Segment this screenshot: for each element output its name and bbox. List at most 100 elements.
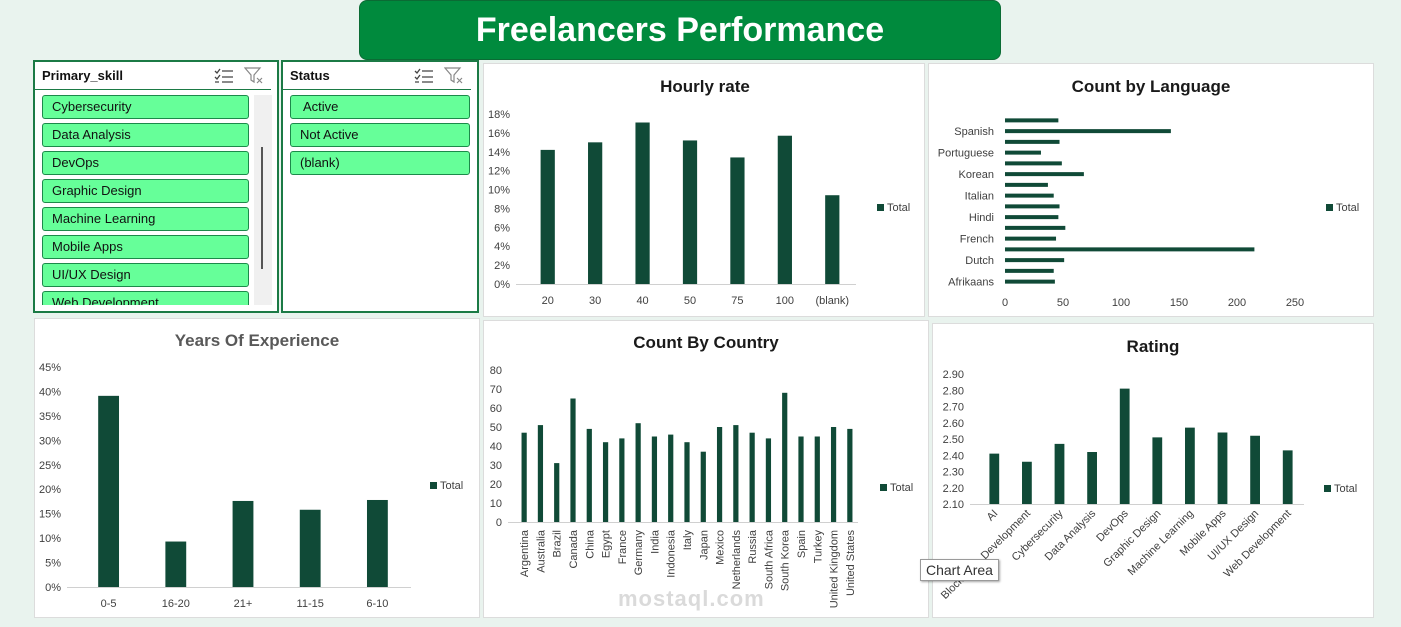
- bar[interactable]: [588, 142, 603, 284]
- y-tick-label: 20%: [39, 484, 61, 496]
- x-tick-label: Russia: [747, 529, 759, 564]
- bar[interactable]: [798, 436, 804, 523]
- bar[interactable]: [165, 541, 187, 587]
- bar[interactable]: [602, 442, 609, 522]
- bar[interactable]: [651, 436, 658, 523]
- y-tick-label: 40%: [39, 386, 61, 398]
- bar[interactable]: [540, 149, 555, 284]
- bar[interactable]: [830, 427, 837, 522]
- rating-chart[interactable]: Rating 2.10 2.20 2.30 2.40 2.50 2.60 2.70 2.80 2.…: [932, 323, 1374, 618]
- slicer-item-ui-ux-design[interactable]: UI/UX Design: [42, 263, 249, 287]
- bar[interactable]: [1005, 225, 1066, 230]
- bar[interactable]: [554, 463, 560, 522]
- bar[interactable]: [635, 122, 650, 285]
- country-chart[interactable]: Count By Country 0 10 20 30 40 50 60 70 80 Argenti…: [483, 320, 929, 618]
- bar[interactable]: [1005, 236, 1057, 241]
- bar[interactable]: [1005, 161, 1062, 166]
- x-tick-label: 21+: [234, 598, 253, 610]
- bar[interactable]: [98, 395, 120, 587]
- bar[interactable]: [1005, 150, 1041, 155]
- bar[interactable]: [1119, 388, 1130, 504]
- slicer-scrollbar[interactable]: [254, 95, 272, 305]
- slicer-item-graphic-design[interactable]: Graphic Design: [42, 179, 249, 203]
- bar[interactable]: [1005, 193, 1054, 198]
- slicer-item-blank[interactable]: (blank): [290, 151, 470, 175]
- bar[interactable]: [749, 432, 755, 522]
- bar[interactable]: [782, 392, 788, 522]
- y-tick-label: Dutch: [965, 255, 994, 267]
- bar[interactable]: [1005, 129, 1171, 134]
- bar[interactable]: [1005, 204, 1060, 209]
- bar[interactable]: [1152, 437, 1163, 504]
- bar[interactable]: [716, 427, 723, 522]
- slicer-item-data-analysis[interactable]: Data Analysis: [42, 123, 249, 147]
- bar[interactable]: [1217, 432, 1228, 505]
- bar[interactable]: [1054, 443, 1065, 504]
- x-tick-label: 16-20: [162, 598, 190, 610]
- legend-label: Total: [887, 202, 910, 214]
- bar[interactable]: [1005, 279, 1055, 284]
- bar[interactable]: [668, 434, 674, 522]
- bar[interactable]: [232, 500, 254, 587]
- bar[interactable]: [537, 425, 544, 522]
- bar[interactable]: [1005, 139, 1060, 144]
- status-slicer: Status Active Not Active (blank): [281, 60, 479, 313]
- bar[interactable]: [570, 398, 576, 523]
- bar[interactable]: [521, 432, 527, 522]
- multi-select-icon[interactable]: [414, 68, 434, 84]
- clear-filter-icon[interactable]: [444, 66, 464, 85]
- bar[interactable]: [619, 438, 625, 522]
- bar[interactable]: [1005, 258, 1065, 263]
- bar[interactable]: [1087, 452, 1097, 504]
- y-tick-label: 4%: [494, 241, 510, 253]
- bar[interactable]: [733, 425, 739, 522]
- hourly-rate-chart[interactable]: Hourly rate 0% 2% 4% 6% 8% 10% 12% 14% 16% 18% 20 30…: [483, 63, 925, 317]
- clear-filter-icon[interactable]: [244, 66, 264, 85]
- bar[interactable]: [1005, 247, 1255, 252]
- bar[interactable]: [765, 438, 772, 522]
- bar[interactable]: [1282, 450, 1293, 504]
- y-tick-label: 2.50: [943, 434, 964, 446]
- slicer-title: Primary_skill: [42, 68, 123, 83]
- slicer-item-devops[interactable]: DevOps: [42, 151, 249, 175]
- bar[interactable]: [682, 140, 698, 284]
- bar[interactable]: [847, 428, 853, 522]
- bar[interactable]: [1185, 427, 1195, 504]
- x-tick-label: Mexico: [715, 530, 727, 565]
- bar[interactable]: [684, 442, 690, 522]
- bar[interactable]: [989, 453, 1000, 504]
- slicer-item-mobile-apps[interactable]: Mobile Apps: [42, 235, 249, 259]
- slicer-item-machine-learning[interactable]: Machine Learning: [42, 207, 249, 231]
- bar[interactable]: [635, 423, 641, 522]
- slicer-item-cybersecurity[interactable]: Cybersecurity: [42, 95, 249, 119]
- dashboard-title: Freelancers Performance: [359, 0, 1001, 60]
- slicer-item-not-active[interactable]: Not Active: [290, 123, 470, 147]
- bar[interactable]: [814, 436, 820, 523]
- bar[interactable]: [777, 135, 792, 284]
- bar[interactable]: [366, 499, 388, 587]
- bar[interactable]: [1005, 215, 1059, 220]
- bar[interactable]: [299, 509, 321, 587]
- bar[interactable]: [700, 451, 706, 522]
- slicer-item-active[interactable]: Active: [290, 95, 470, 119]
- bar[interactable]: [1022, 461, 1032, 504]
- hourly-rate-svg: Hourly rate 0% 2% 4% 6% 8% 10% 12% 14% 16% 18% 20 30…: [488, 77, 910, 307]
- bar[interactable]: [1005, 118, 1059, 123]
- bar[interactable]: [586, 428, 592, 522]
- scrollbar-thumb[interactable]: [261, 147, 263, 269]
- bar[interactable]: [1005, 268, 1054, 273]
- x-tick-label: Indonesia: [666, 529, 678, 578]
- multi-select-icon[interactable]: [214, 68, 234, 84]
- language-chart[interactable]: Count by Language Afrikaans Dutch French Hin…: [928, 63, 1374, 317]
- bar[interactable]: [1250, 435, 1260, 504]
- x-tick-label: Germany: [633, 530, 645, 576]
- bar[interactable]: [1005, 172, 1084, 177]
- x-tick-label: Australia: [535, 529, 547, 573]
- slicer-header: Status: [283, 62, 471, 90]
- x-tick-label: 20: [542, 295, 554, 307]
- bar[interactable]: [1005, 182, 1048, 187]
- bar[interactable]: [825, 195, 840, 284]
- experience-chart[interactable]: Years Of Experience 0% 5% 10% 15% 20% 25% 30% 35…: [34, 318, 480, 618]
- bar[interactable]: [730, 157, 745, 284]
- slicer-item-web-development[interactable]: Web Development: [42, 291, 249, 305]
